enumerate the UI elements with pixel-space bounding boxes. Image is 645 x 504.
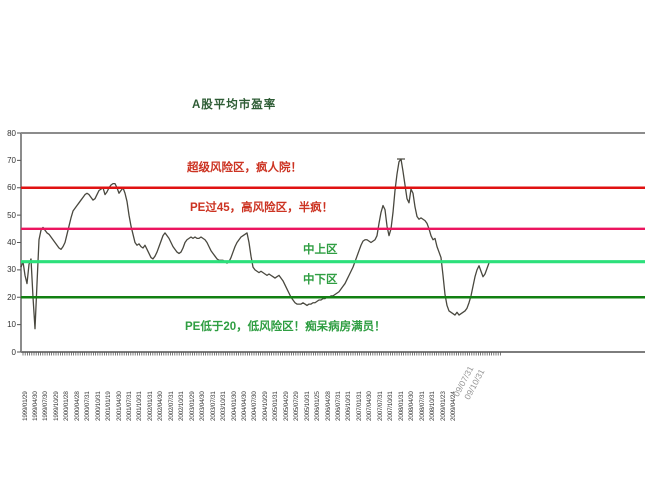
x-axis-label: 2003/04/30 [199,391,207,421]
x-axis-label: 2004/04/30 [240,391,248,421]
risk-zone-annotation: 超级风险区，疯人院！ [187,162,302,174]
x-axis-label: 2004/01/30 [230,391,238,421]
x-axis-label: 2002/01/31 [146,391,154,421]
x-axis-label: 2005/04/29 [282,391,290,421]
y-axis-label: 0 [11,347,16,357]
x-axis-label: 2007/07/31 [376,391,384,421]
x-axis-label: 1999/10/29 [52,391,60,421]
x-axis-label: 2008/01/31 [397,391,405,421]
x-axis-label: 2005/10/31 [303,391,311,421]
y-axis-label: 10 [7,320,16,330]
pe-series-line [20,158,490,330]
x-axis-label: 2007/10/31 [387,391,395,421]
x-axis-label: 2006/01/25 [314,391,322,421]
risk-zone-annotation: PE过45，高风险区，半疯！ [190,202,334,214]
x-axis-label: 2001/04/30 [115,391,123,421]
x-axis-label: 2003/01/29 [188,391,196,421]
y-axis-label: 40 [7,238,16,247]
x-axis-label: 2006/07/31 [335,391,342,421]
risk-zone-annotation: 中上区 [303,244,338,256]
x-axis-label: 2003/10/31 [220,391,228,421]
x-axis-label: 2004/10/29 [261,391,269,421]
x-axis-label: 2007/04/30 [366,391,374,421]
risk-zone-annotation: 中下区 [303,274,338,286]
x-axis-label: 1999/04/30 [31,391,39,421]
x-axis-label: 2005/07/29 [293,391,301,421]
x-axis-label: 2003/07/31 [209,391,217,421]
x-axis-label: 2009/01/23 [439,391,447,421]
y-axis-label: 30 [7,265,16,275]
x-axis-label: 2000/10/31 [94,391,102,421]
y-axis-label: 60 [7,183,16,193]
y-axis-label: 80 [7,128,16,138]
y-axis-label: 50 [7,210,16,220]
x-axis-label: 2006/04/28 [324,391,332,421]
x-axis-label: 2000/01/28 [63,391,71,421]
x-axis-label: 2006/10/31 [345,391,353,421]
x-axis-label: 2002/10/31 [178,391,186,421]
chart-title: A股平均市盈率 [192,99,277,111]
x-axis-label: 2008/04/30 [408,391,416,421]
x-axis-label: 2001/07/31 [126,391,133,421]
x-axis-label: 2000/04/28 [73,391,81,421]
x-axis-label: 1999/07/30 [42,391,50,421]
x-axis-label: 2001/01/19 [105,391,113,421]
y-axis-label: 70 [7,155,16,165]
x-axis-label: 2001/10/31 [136,391,144,421]
x-axis-label: 2007/01/31 [355,391,363,421]
x-axis-label: 1999/01/29 [21,391,29,421]
x-axis-label: 2005/01/31 [272,391,280,421]
x-axis-label: 2002/04/30 [157,391,165,421]
x-axis-label: 2000/07/31 [84,391,92,421]
x-axis-label: 2004/07/30 [251,391,259,421]
y-axis-label: 20 [7,292,16,302]
x-axis-label: 2008/10/31 [429,391,437,421]
risk-zone-annotation: PE低于20，低风险区！痴呆病房满员！ [185,321,386,333]
x-axis-label: 2008/07/31 [418,391,426,421]
x-axis-label: 2002/07/31 [167,391,175,421]
